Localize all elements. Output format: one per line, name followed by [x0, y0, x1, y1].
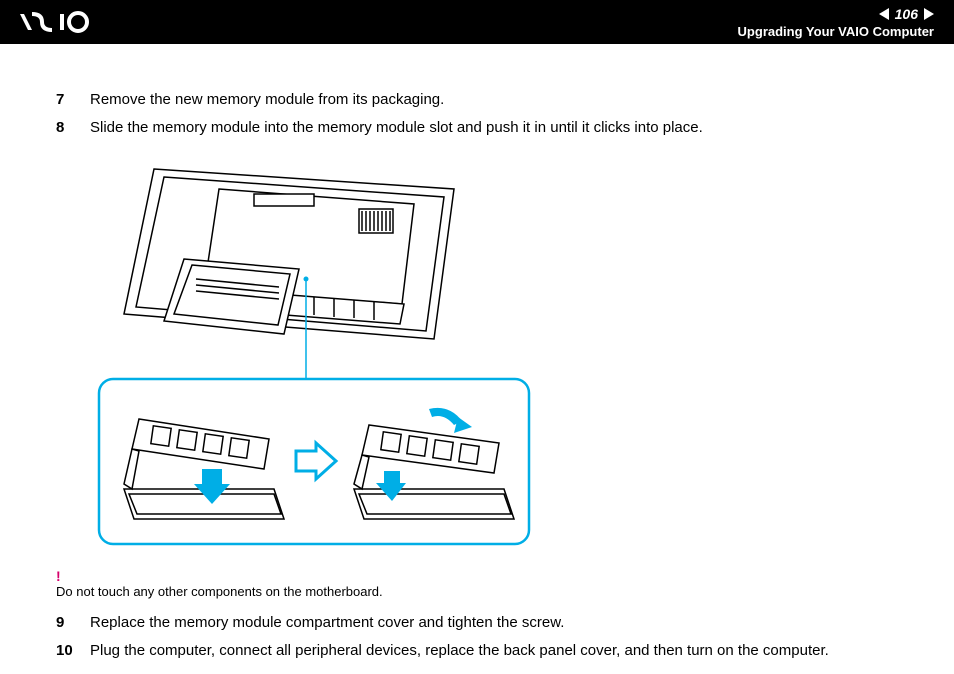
- step-text: Replace the memory module compartment co…: [90, 613, 564, 633]
- step-9: 9 Replace the memory module compartment …: [56, 613, 914, 633]
- step-number: 8: [56, 118, 76, 138]
- step-text: Remove the new memory module from its pa…: [90, 90, 444, 110]
- step-number: 9: [56, 613, 76, 633]
- step-text: Plug the computer, connect all periphera…: [90, 641, 829, 661]
- step-10: 10 Plug the computer, connect all periph…: [56, 641, 914, 661]
- step-text: Slide the memory module into the memory …: [90, 118, 703, 138]
- section-title: Upgrading Your VAIO Computer: [738, 24, 934, 39]
- prev-page-arrow-icon[interactable]: [879, 8, 889, 20]
- next-page-arrow-icon[interactable]: [924, 8, 934, 20]
- page-nav: 106: [738, 6, 934, 22]
- step-number: 7: [56, 90, 76, 110]
- figure-area: [84, 149, 914, 554]
- step-7: 7 Remove the new memory module from its …: [56, 90, 914, 110]
- page-content: 7 Remove the new memory module from its …: [0, 44, 954, 661]
- memory-install-diagram: [84, 149, 544, 549]
- page-number: 106: [895, 6, 918, 22]
- warning-icon: !: [56, 568, 914, 584]
- warning-note: ! Do not touch any other components on t…: [56, 568, 914, 599]
- vaio-logo: [18, 10, 128, 34]
- page-header: 106 Upgrading Your VAIO Computer: [0, 0, 954, 44]
- step-8: 8 Slide the memory module into the memor…: [56, 118, 914, 138]
- step-number: 10: [56, 641, 76, 661]
- header-right: 106 Upgrading Your VAIO Computer: [738, 6, 934, 39]
- warning-text: Do not touch any other components on the…: [56, 584, 383, 599]
